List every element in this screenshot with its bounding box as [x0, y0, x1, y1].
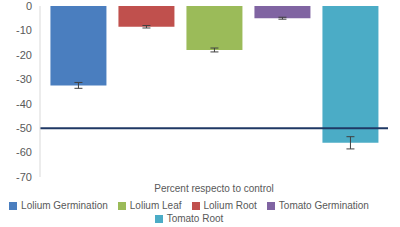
svg-text:-20: -20: [16, 49, 32, 61]
svg-text:-40: -40: [16, 98, 32, 110]
svg-text:-50: -50: [16, 122, 32, 134]
html-text:Lolium Root: Lolium Root: [203, 200, 257, 211]
svg-text:-60: -60: [16, 146, 32, 158]
svg-text:-70: -70: [16, 171, 32, 183]
svg-text:0: 0: [26, 0, 32, 12]
html-text:Tomato Root: Tomato Root: [166, 213, 224, 224]
html-text:Lolium Leaf: Lolium Leaf: [129, 200, 182, 211]
html-text:Tomato Germination: Tomato Germination: [278, 200, 369, 211]
svg-text:-10: -10: [16, 24, 32, 36]
html-text:Lolium Germination: Lolium Germination: [21, 200, 108, 211]
svg-text:-30: -30: [16, 73, 32, 85]
svg-text:Percent respecto to control: Percent respecto to control: [154, 183, 274, 194]
